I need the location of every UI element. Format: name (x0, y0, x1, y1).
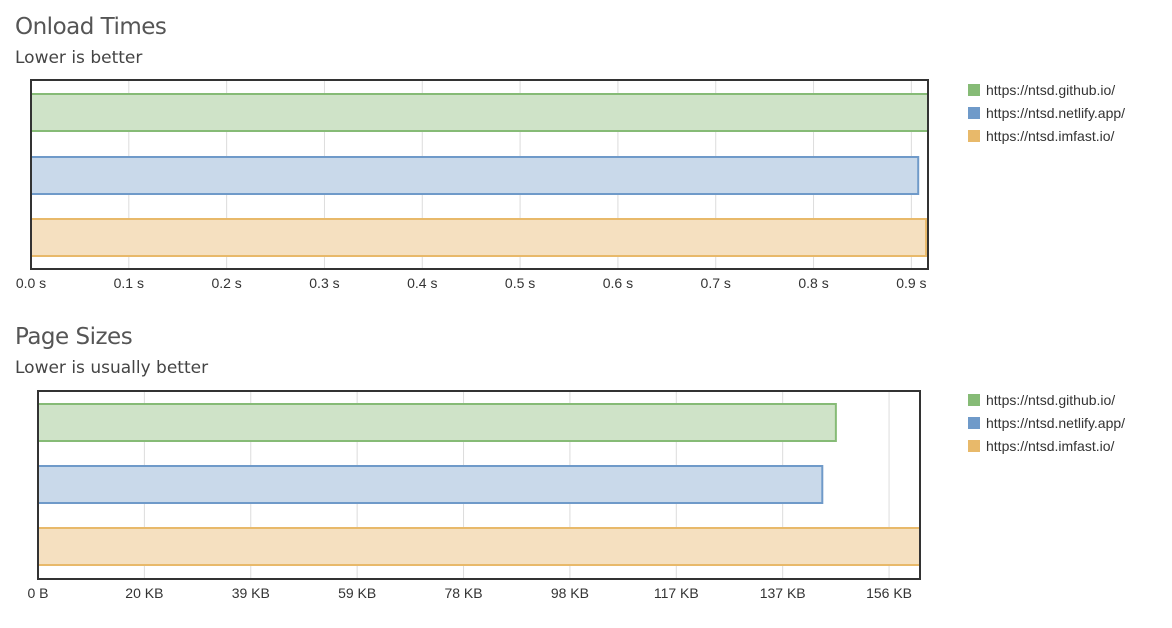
onload-tick-label: 0.2 s (211, 275, 241, 291)
legend-swatch-github (968, 83, 980, 96)
onload-tick-label: 0.4 s (407, 275, 437, 291)
legend-label-netlify: https://ntsd.netlify.app/ (986, 104, 1126, 121)
onload-tick-label: 0.3 s (309, 275, 339, 291)
pagesize-tick-label: 20 KB (125, 585, 163, 601)
pagesize-bar-netlify[interactable] (37, 465, 824, 504)
legend-swatch-github (968, 393, 980, 406)
onload-tick-label: 0.0 s (16, 275, 46, 291)
onload-plot-frame (30, 79, 929, 270)
pagesize-tick-label: 98 KB (551, 585, 589, 601)
legend-label-github: https://ntsd.github.io/ (986, 391, 1116, 408)
onload-tick-label: 0.7 s (701, 275, 731, 291)
legend-label-imfast: https://ntsd.imfast.io/ (986, 437, 1115, 454)
onload-tick-label: 0.1 s (114, 275, 144, 291)
onload-title: Onload Times (15, 14, 167, 40)
legend-label-netlify: https://ntsd.netlify.app/ (986, 414, 1126, 431)
onload-times-chart: 0.0 s 0.1 s 0.2 s 0.3 s 0.4 s 0.5 s 0.6 s 0.7 s… (16, 79, 929, 291)
pagesize-tick-label: 0 B (27, 585, 48, 601)
legend-item-github[interactable]: https://ntsd.github.io/ (968, 78, 1125, 101)
onload-bar-netlify[interactable] (30, 156, 920, 195)
onload-tick-label: 0.9 s (896, 275, 926, 291)
legend-item-github[interactable]: https://ntsd.github.io/ (968, 388, 1125, 411)
pagesize-tick-label: 78 KB (444, 585, 482, 601)
pagesize-tick-label: 39 KB (232, 585, 270, 601)
legend-item-netlify[interactable]: https://ntsd.netlify.app/ (968, 411, 1125, 434)
pagesize-bar-github[interactable] (37, 403, 837, 442)
pagesize-tick-label: 117 KB (654, 585, 699, 601)
pagesize-legend: https://ntsd.github.io/ https://ntsd.net… (968, 388, 1125, 457)
legend-item-imfast[interactable]: https://ntsd.imfast.io/ (968, 124, 1125, 147)
pagesize-bar-imfast[interactable] (37, 527, 921, 566)
legend-item-imfast[interactable]: https://ntsd.imfast.io/ (968, 434, 1125, 457)
pagesize-title: Page Sizes (15, 324, 133, 350)
pagesize-tick-label: 59 KB (338, 585, 376, 601)
legend-label-github: https://ntsd.github.io/ (986, 81, 1116, 98)
onload-tick-label: 0.8 s (798, 275, 828, 291)
pagesize-subtitle: Lower is usually better (15, 358, 209, 378)
onload-bar-github[interactable] (30, 93, 929, 132)
pagesize-tick-label: 137 KB (760, 585, 806, 601)
legend-swatch-imfast (968, 439, 980, 452)
onload-tick-label: 0.5 s (505, 275, 535, 291)
legend-swatch-netlify (968, 106, 980, 119)
onload-legend: https://ntsd.github.io/ https://ntsd.net… (968, 78, 1125, 147)
onload-bar-imfast[interactable] (30, 218, 928, 257)
pagesize-plot-frame (37, 390, 921, 580)
page-sizes-chart: 0 B 20 KB 39 KB 59 KB 78 KB 98 KB 117 KB 137 KB… (27, 390, 921, 601)
legend-swatch-netlify (968, 416, 980, 429)
legend-swatch-imfast (968, 129, 980, 142)
onload-tick-label: 0.6 s (603, 275, 633, 291)
onload-subtitle: Lower is better (15, 48, 143, 68)
legend-label-imfast: https://ntsd.imfast.io/ (986, 127, 1115, 144)
pagesize-tick-label: 156 KB (866, 585, 912, 601)
legend-item-netlify[interactable]: https://ntsd.netlify.app/ (968, 101, 1125, 124)
